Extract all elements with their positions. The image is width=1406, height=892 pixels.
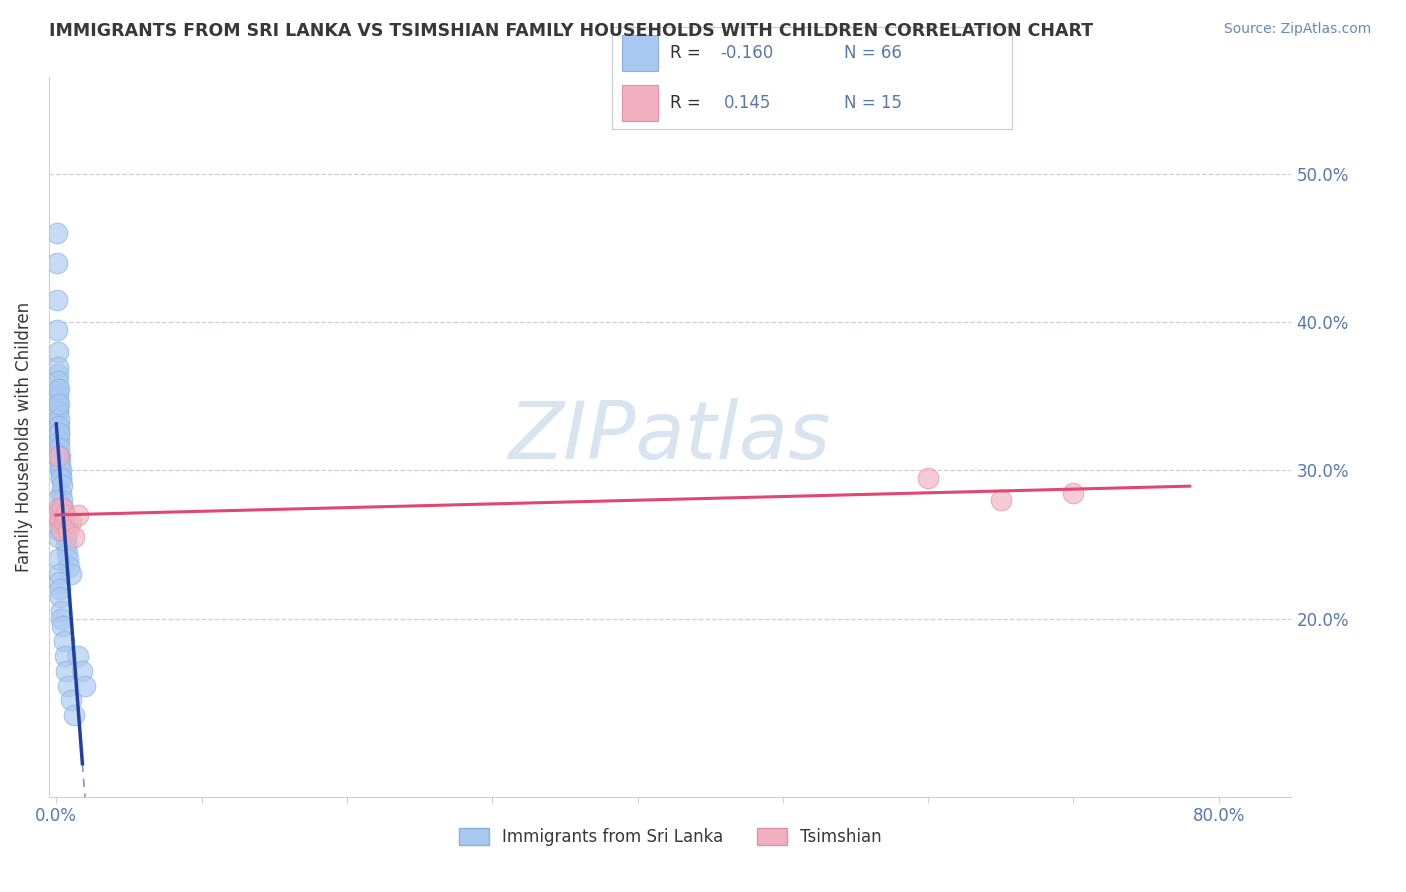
Point (48, 419, 70, 434)
Point (49, 582, 72, 596)
Point (46, 375, 69, 389)
Text: Source: ZipAtlas.com: Source: ZipAtlas.com (1223, 22, 1371, 37)
Point (46, 493, 69, 508)
Point (53, 523, 76, 537)
Point (49, 604, 72, 618)
Point (56, 679, 79, 693)
Point (46, 359, 69, 374)
Point (48, 419, 70, 434)
Point (58, 560, 80, 574)
Point (75, 679, 97, 693)
Bar (621, 86, 658, 121)
Point (59, 516, 82, 530)
Point (51, 485, 73, 500)
Point (48, 567, 70, 582)
Point (46, 404, 69, 418)
Point (46, 508, 69, 522)
Text: R =: R = (669, 95, 711, 112)
Point (62, 708, 84, 723)
Point (48, 397, 70, 411)
Point (51, 500, 73, 515)
Point (48, 574, 70, 589)
Point (51, 619, 73, 633)
Point (52, 634, 75, 648)
Point (51, 478, 73, 492)
Point (55, 530, 77, 544)
Point (49, 449, 72, 463)
Text: IMMIGRANTS FROM SRI LANKA VS TSIMSHIAN FAMILY HOUSEHOLDS WITH CHILDREN CORRELATI: IMMIGRANTS FROM SRI LANKA VS TSIMSHIAN F… (49, 22, 1094, 40)
Point (52, 500, 75, 515)
Point (62, 530, 84, 544)
Text: N = 15: N = 15 (844, 95, 903, 112)
Point (51, 493, 73, 508)
Point (48, 434, 70, 448)
Point (46, 322, 69, 336)
Point (53, 516, 76, 530)
Point (48, 426, 70, 441)
Text: -0.160: -0.160 (720, 44, 773, 62)
Point (53, 508, 76, 522)
Point (48, 426, 70, 441)
Point (48, 404, 70, 418)
Point (53, 648, 76, 663)
Point (46, 449, 69, 463)
Point (49, 463, 72, 477)
Point (56, 545, 79, 559)
Point (55, 664, 77, 678)
Point (67, 508, 90, 522)
Point (46, 508, 69, 522)
Point (49, 463, 72, 477)
Point (49, 456, 72, 470)
Point (46, 523, 69, 537)
Point (49, 471, 72, 485)
Point (51, 508, 73, 522)
Point (56, 552, 79, 566)
Point (46, 367, 69, 381)
Point (51, 612, 73, 626)
Legend: Immigrants from Sri Lanka, Tsimshian: Immigrants from Sri Lanka, Tsimshian (453, 822, 889, 853)
Point (49, 523, 72, 537)
Point (72, 664, 94, 678)
Point (48, 500, 70, 515)
Point (46, 256, 69, 270)
Y-axis label: Family Households with Children: Family Households with Children (15, 302, 32, 572)
Point (48, 434, 70, 448)
Point (52, 508, 75, 522)
Point (1062, 485, 1084, 500)
Point (46, 293, 69, 307)
Point (67, 648, 90, 663)
Point (46, 397, 69, 411)
Point (56, 523, 79, 537)
Text: R =: R = (669, 44, 706, 62)
Text: ZIPatlas: ZIPatlas (509, 398, 831, 476)
Point (46, 382, 69, 396)
Point (48, 382, 70, 396)
Point (917, 471, 939, 485)
Point (48, 449, 70, 463)
Point (46, 389, 69, 403)
Point (48, 441, 70, 455)
Point (48, 552, 70, 566)
Point (49, 471, 72, 485)
Point (49, 516, 72, 530)
Text: N = 66: N = 66 (844, 44, 901, 62)
Text: 0.145: 0.145 (724, 95, 770, 112)
Point (52, 516, 75, 530)
Point (48, 449, 70, 463)
Bar (621, 35, 658, 70)
Point (46, 530, 69, 544)
Point (48, 411, 70, 425)
Point (990, 493, 1012, 508)
Point (55, 538, 77, 552)
Point (49, 590, 72, 604)
Point (46, 226, 69, 240)
Point (46, 344, 69, 359)
Point (59, 693, 82, 707)
Point (59, 567, 82, 582)
